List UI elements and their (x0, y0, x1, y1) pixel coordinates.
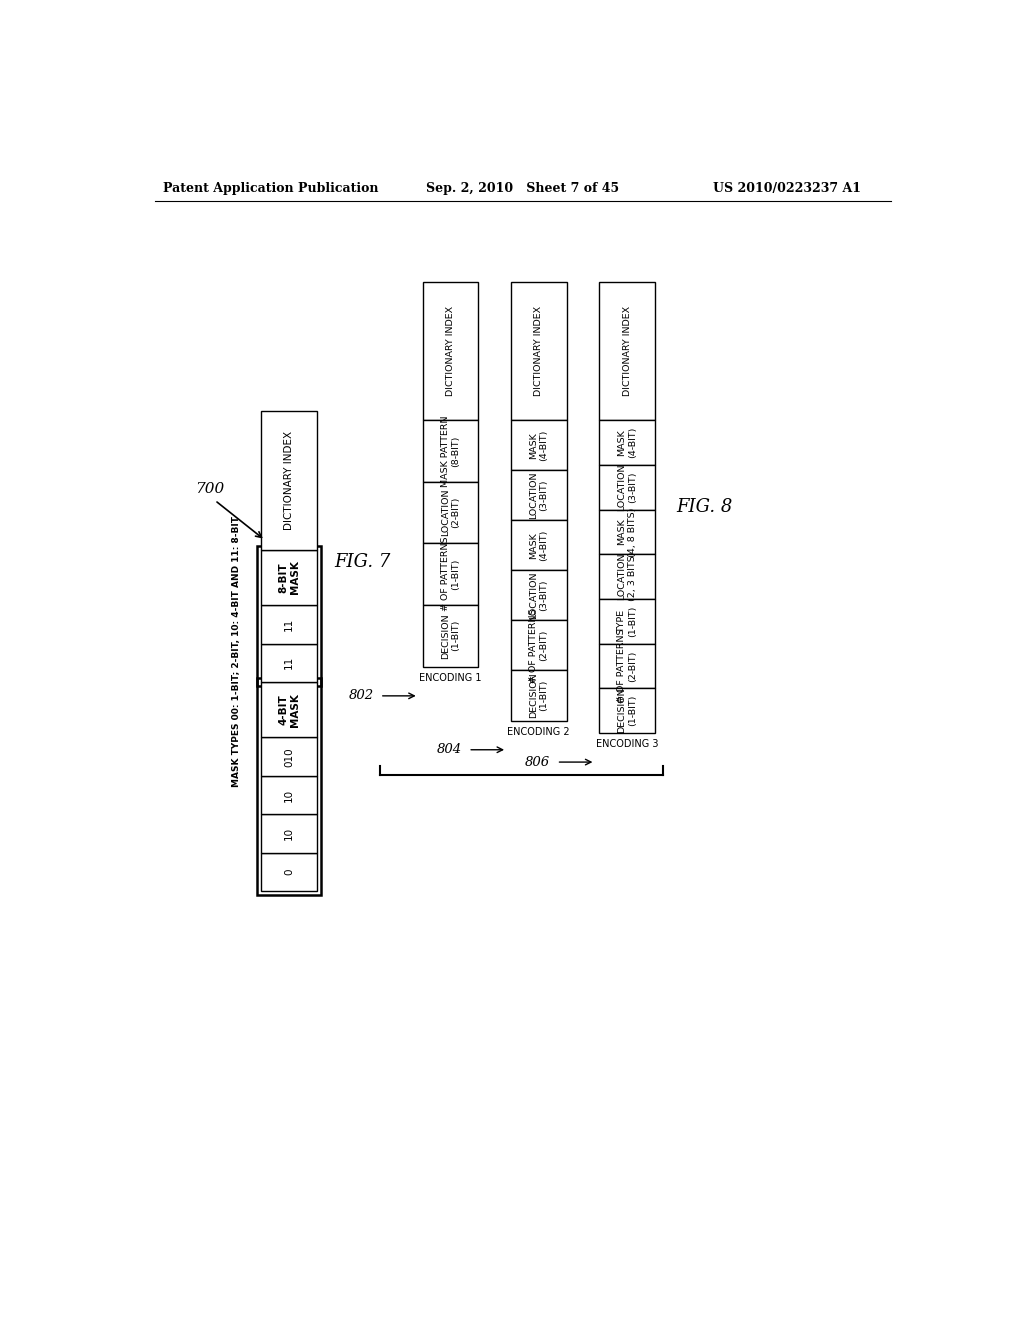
Text: DECISION
(1-BIT): DECISION (1-BIT) (440, 612, 460, 659)
Text: Sep. 2, 2010   Sheet 7 of 45: Sep. 2, 2010 Sheet 7 of 45 (426, 182, 620, 194)
Text: MASK
(4-BIT): MASK (4-BIT) (529, 429, 549, 461)
Text: FIG. 8: FIG. 8 (677, 498, 733, 516)
Bar (511, 671, 566, 721)
Text: 700: 700 (196, 482, 224, 495)
Text: US 2010/0223237 A1: US 2010/0223237 A1 (713, 182, 861, 194)
Text: # OF PATTERNS
(1-BIT): # OF PATTERNS (1-BIT) (440, 537, 460, 611)
Text: ENCODING 2: ENCODING 2 (508, 727, 570, 737)
Text: 8-BIT
MASK: 8-BIT MASK (279, 561, 300, 594)
Bar (511, 470, 566, 520)
Bar (261, 853, 317, 891)
Text: FIG. 7: FIG. 7 (334, 553, 390, 570)
Bar (261, 738, 317, 776)
Text: MASK
(4, 8 BITS): MASK (4, 8 BITS) (617, 507, 637, 557)
Text: 11: 11 (285, 656, 294, 669)
Bar (599, 281, 655, 420)
Bar (511, 620, 566, 671)
Text: MASK
(4-BIT): MASK (4-BIT) (529, 529, 549, 561)
Text: # OF PATTERNS
(2-BIT): # OF PATTERNS (2-BIT) (529, 609, 549, 682)
Bar (257, 545, 321, 686)
Text: TYPE
(1-BIT): TYPE (1-BIT) (617, 606, 637, 636)
Text: DECISION
(1-BIT): DECISION (1-BIT) (529, 673, 549, 718)
Bar (261, 682, 317, 738)
Bar (599, 420, 655, 465)
Text: MASK
(4-BIT): MASK (4-BIT) (617, 426, 637, 458)
Bar (261, 644, 317, 682)
Text: DECISION
(1-BIT): DECISION (1-BIT) (617, 688, 637, 734)
Bar (423, 605, 478, 667)
Bar (511, 420, 566, 470)
Bar (423, 544, 478, 605)
Text: LOCATION
(3-BIT): LOCATION (3-BIT) (617, 463, 637, 511)
Text: LOCATION
(2-BIT): LOCATION (2-BIT) (440, 488, 460, 536)
Bar (599, 510, 655, 554)
Bar (423, 281, 478, 420)
Bar (511, 570, 566, 620)
Bar (511, 281, 566, 420)
Text: # OF PATTERNS
(2-BIT): # OF PATTERNS (2-BIT) (617, 628, 637, 704)
Bar (261, 549, 317, 605)
Bar (261, 776, 317, 814)
Bar (261, 814, 317, 853)
Text: DICTIONARY INDEX: DICTIONARY INDEX (535, 306, 544, 396)
Text: 11: 11 (285, 618, 294, 631)
Text: DICTIONARY INDEX: DICTIONARY INDEX (623, 306, 632, 396)
Bar (261, 605, 317, 644)
Text: ENCODING 1: ENCODING 1 (419, 673, 481, 682)
Bar (511, 520, 566, 570)
Text: LOCATION
(2, 3 BITS): LOCATION (2, 3 BITS) (617, 552, 637, 602)
Text: LOCATION
(3-BIT): LOCATION (3-BIT) (529, 471, 549, 519)
Text: 4-BIT
MASK: 4-BIT MASK (279, 693, 300, 726)
Bar (423, 482, 478, 544)
Text: 802: 802 (348, 689, 374, 702)
Text: 806: 806 (525, 755, 550, 768)
Text: LOCATION
(3-BIT): LOCATION (3-BIT) (529, 572, 549, 619)
Bar (257, 678, 321, 895)
Bar (599, 465, 655, 510)
Text: 0: 0 (285, 869, 294, 875)
Text: ENCODING 3: ENCODING 3 (596, 739, 658, 748)
Bar (261, 411, 317, 549)
Bar (599, 688, 655, 733)
Text: 804: 804 (437, 743, 462, 756)
Text: MASK TYPES 00: 1-BIT; 2-BIT, 10: 4-BIT AND 11: 8-BIT: MASK TYPES 00: 1-BIT; 2-BIT, 10: 4-BIT A… (232, 516, 241, 787)
Bar (599, 554, 655, 599)
Text: DICTIONARY INDEX: DICTIONARY INDEX (445, 306, 455, 396)
Text: 10: 10 (285, 788, 294, 801)
Bar (599, 599, 655, 644)
Text: 10: 10 (285, 828, 294, 841)
Bar (599, 644, 655, 688)
Bar (423, 420, 478, 482)
Text: MASK PATTERN
(8-BIT): MASK PATTERN (8-BIT) (440, 416, 460, 487)
Text: 010: 010 (285, 747, 294, 767)
Text: DICTIONARY INDEX: DICTIONARY INDEX (285, 430, 294, 529)
Text: Patent Application Publication: Patent Application Publication (163, 182, 379, 194)
